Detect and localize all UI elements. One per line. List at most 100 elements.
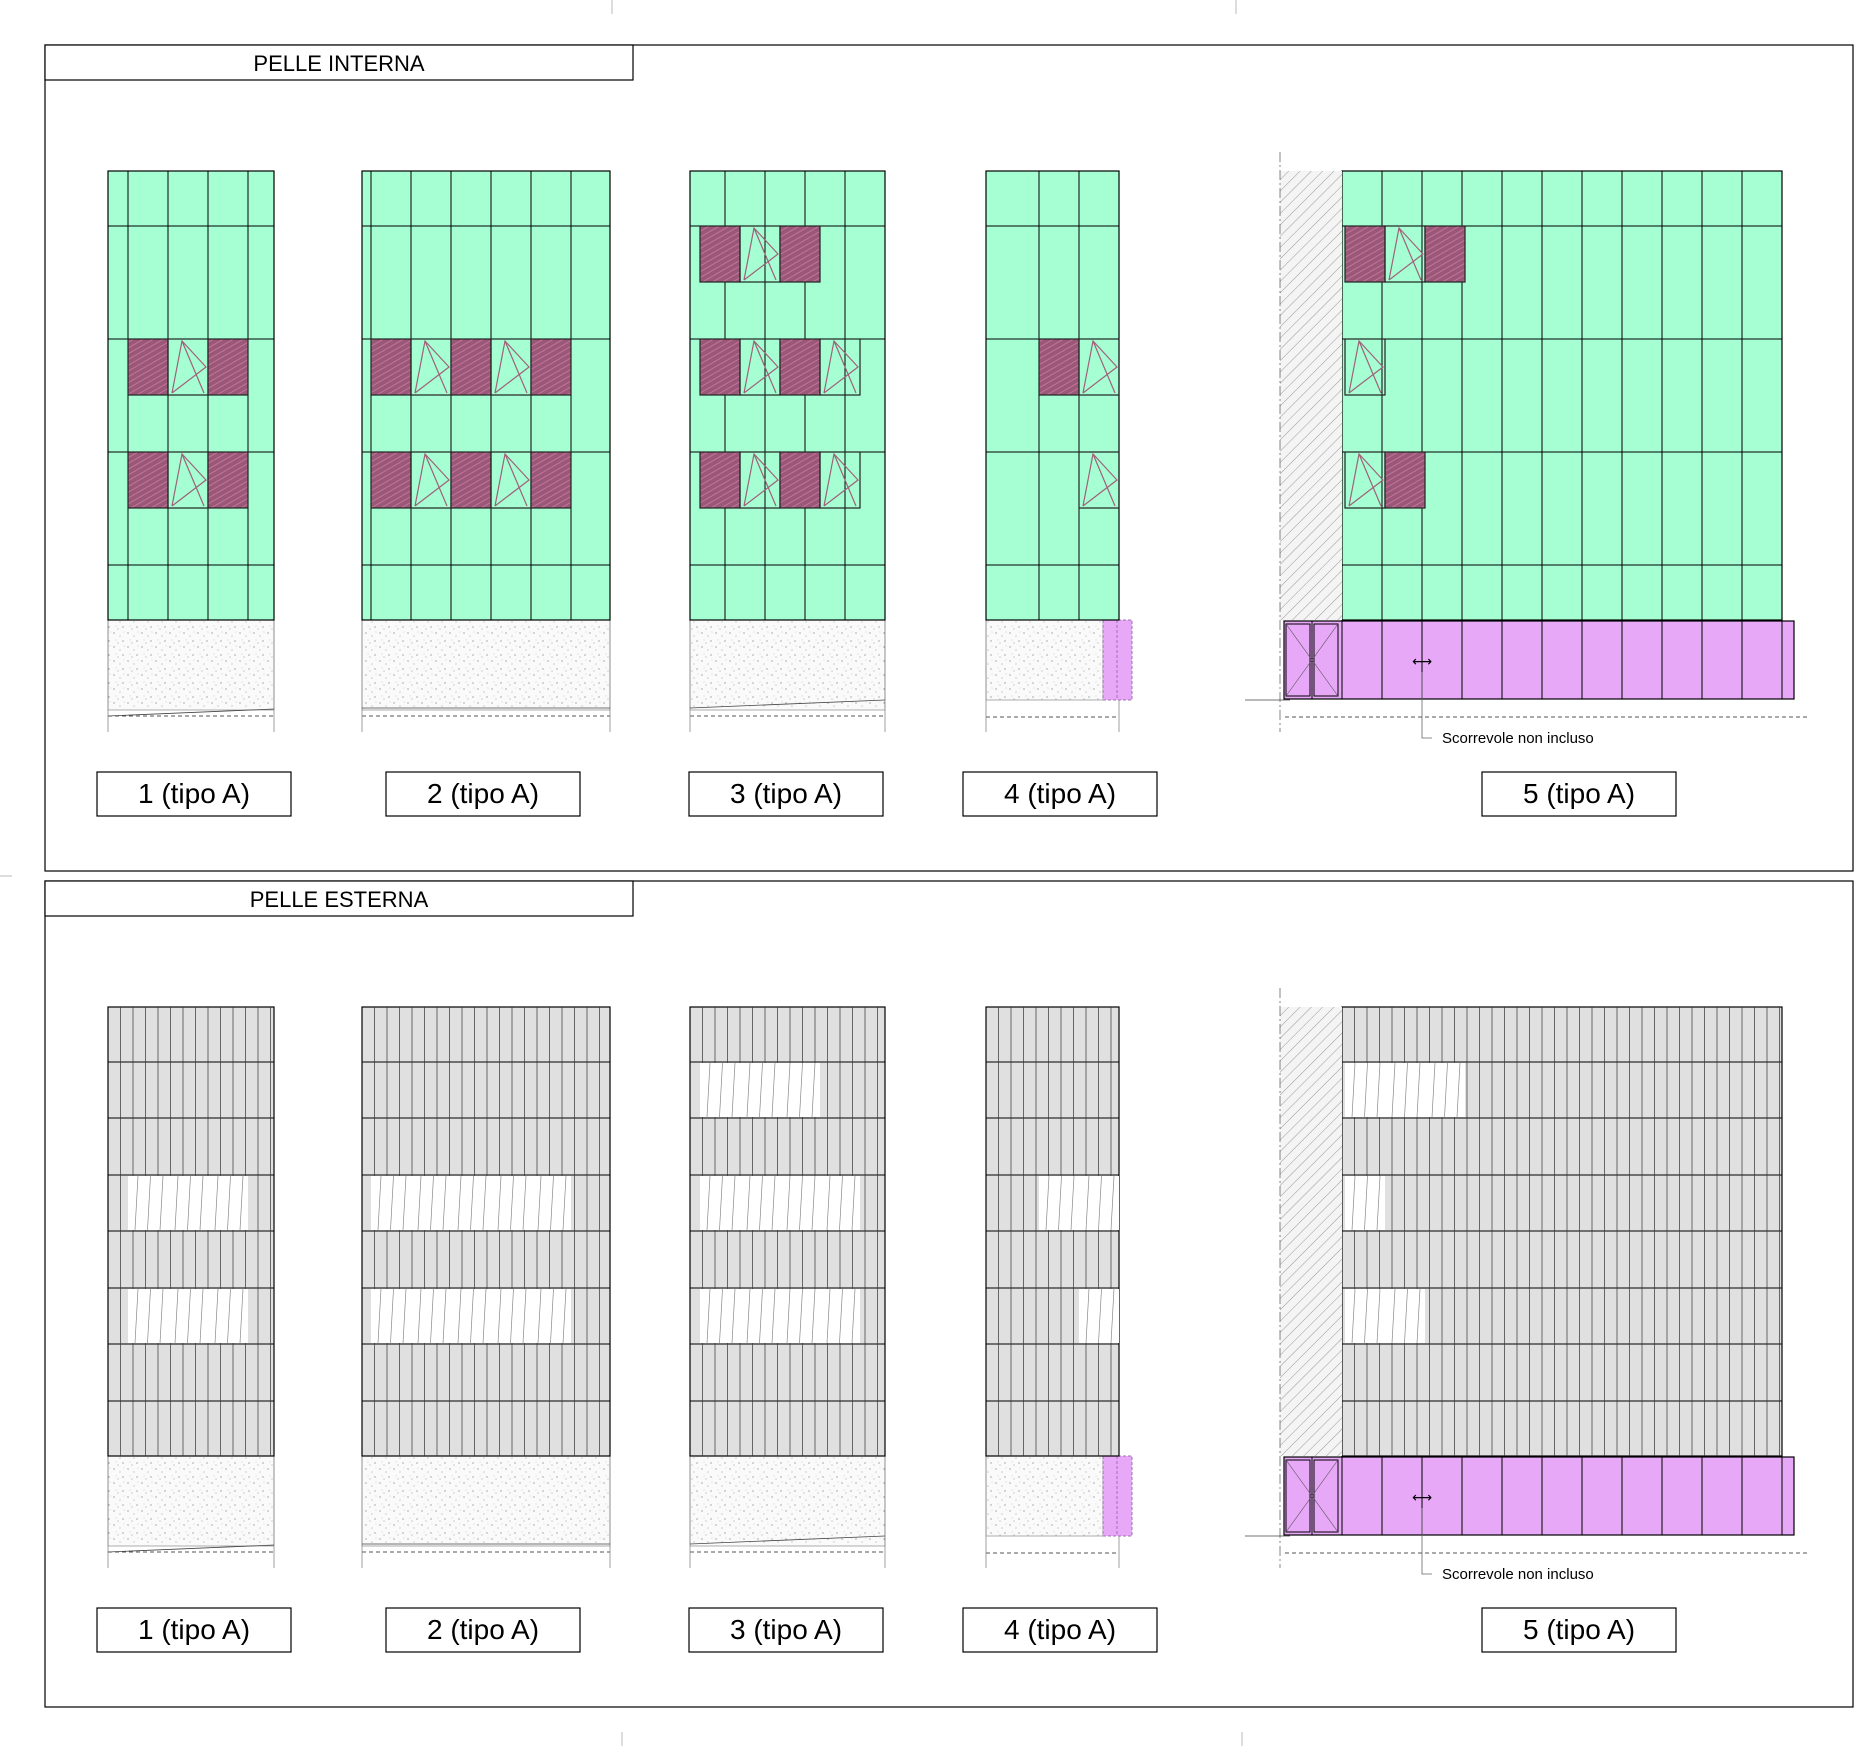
cladding-fin (719, 1288, 723, 1344)
cladding-fin (839, 1175, 843, 1231)
cladding-fin (430, 1175, 434, 1231)
facade-1 (107, 170, 275, 732)
cladding-fin (134, 1288, 139, 1344)
cladding-fin (402, 1288, 407, 1344)
cladding-fin (537, 1175, 542, 1231)
cladding-fin (227, 1175, 231, 1231)
label-box-3 (688, 1607, 884, 1653)
cladding-fin (719, 1175, 723, 1231)
label-text-5: 5 (tipo A) (1523, 1614, 1635, 1645)
shop-door (1285, 1459, 1311, 1533)
cladding-fin (174, 1288, 179, 1344)
adjacent-building (1280, 1007, 1342, 1456)
cladding-fin (1404, 1062, 1408, 1118)
facade-4 (985, 170, 1133, 732)
label-text-2: 2 (tipo A) (427, 1614, 539, 1645)
cladding-fin (1058, 1175, 1062, 1231)
cladding-fin (1456, 1062, 1461, 1118)
window-opening-symbol (1358, 340, 1382, 394)
cladding-fin (227, 1288, 231, 1344)
shop-door (1313, 623, 1339, 697)
terrain-line (689, 1535, 886, 1545)
ground-floor-block (985, 619, 1104, 701)
window-opening-symbol (171, 452, 207, 507)
window-fixed (370, 338, 412, 396)
window-fixed (450, 338, 492, 396)
cladding-fin (390, 1175, 394, 1231)
section-title-box (44, 880, 634, 917)
window-opening-symbol (833, 453, 857, 507)
window-opening-symbol (424, 453, 448, 507)
sections-layer: PELLE INTERNA ⟷ Scorrevole non incluso 1 (t… (44, 44, 1854, 1708)
cladding-fin (239, 1175, 244, 1231)
window-opening-symbol (753, 340, 777, 394)
terrain-line (107, 708, 275, 717)
section-title-box (44, 44, 634, 81)
cladding-fin (706, 1288, 711, 1344)
window-fixed (207, 338, 249, 396)
sliding-arrow-icon: ⟷ (1412, 1489, 1432, 1505)
cladding-fin (771, 1175, 776, 1231)
cladding-fin (811, 1175, 816, 1231)
facade-3 (689, 170, 886, 732)
window-fixed (530, 451, 572, 509)
cladding-fin (1391, 1062, 1396, 1118)
window-opening-symbol (494, 452, 530, 507)
window-fixed (1384, 451, 1426, 509)
cladding-fin (759, 1288, 763, 1344)
facade-1 (107, 1006, 275, 1568)
window-fixed (450, 451, 492, 509)
label-text-4: 4 (tipo A) (1004, 778, 1116, 809)
cladding-fin (497, 1288, 502, 1344)
window-opening-symbol (743, 339, 779, 394)
cladding-fin (510, 1288, 514, 1344)
note-leader (1421, 672, 1432, 739)
cladding-fin (811, 1062, 816, 1118)
cladding-fin (159, 1175, 164, 1231)
window-opening-symbol (1398, 227, 1422, 281)
section-frame (44, 880, 1854, 1708)
cladding-fin (159, 1288, 164, 1344)
cladding-fin (199, 1288, 204, 1344)
ground-floor-block (361, 619, 611, 711)
window-opening-symbol (504, 340, 528, 394)
window-fixed (207, 451, 249, 509)
section-interna: PELLE INTERNA ⟷ Scorrevole non incluso 1 (t… (44, 44, 1854, 872)
cladding-fin (799, 1288, 803, 1344)
window-fixed (127, 451, 169, 509)
cladding-fin (799, 1062, 803, 1118)
cladding-fin (851, 1175, 856, 1231)
cladding-fin (174, 1175, 179, 1231)
cladding-fin (550, 1288, 554, 1344)
cladding-fin (799, 1175, 803, 1231)
cladding-fin (390, 1288, 394, 1344)
cladding-fin (1416, 1288, 1421, 1344)
ground-floor-block (107, 1455, 275, 1547)
cladding-fin (1085, 1175, 1090, 1231)
label-box-3 (688, 771, 884, 817)
adjacent-building (1280, 171, 1342, 620)
cladding-fin (731, 1175, 736, 1231)
label-box-1 (96, 771, 292, 817)
cladding-fin (1364, 1062, 1368, 1118)
window-opening-symbol (504, 453, 528, 507)
cladding-fin (759, 1062, 763, 1118)
terrain-line (689, 699, 886, 709)
label-text-1: 1 (tipo A) (138, 1614, 250, 1645)
facade-3 (689, 1006, 886, 1568)
cladding-fin (1416, 1062, 1421, 1118)
shopfront (1283, 620, 1795, 700)
note-leader (1421, 1508, 1432, 1575)
window-opening-symbol (181, 340, 205, 394)
label-text-4: 4 (tipo A) (1004, 1614, 1116, 1645)
facade-4 (985, 1006, 1133, 1568)
window-fixed (530, 338, 572, 396)
cladding-fin (214, 1175, 219, 1231)
window-opening-symbol (181, 453, 205, 507)
section-esterna: PELLE ESTERNA ⟷ Scorrevole non incluso 1 (t… (44, 880, 1854, 1708)
cladding-fin (771, 1288, 776, 1344)
window-fixed (699, 338, 741, 396)
cladding-fin (851, 1288, 856, 1344)
label-box-5 (1481, 771, 1677, 817)
